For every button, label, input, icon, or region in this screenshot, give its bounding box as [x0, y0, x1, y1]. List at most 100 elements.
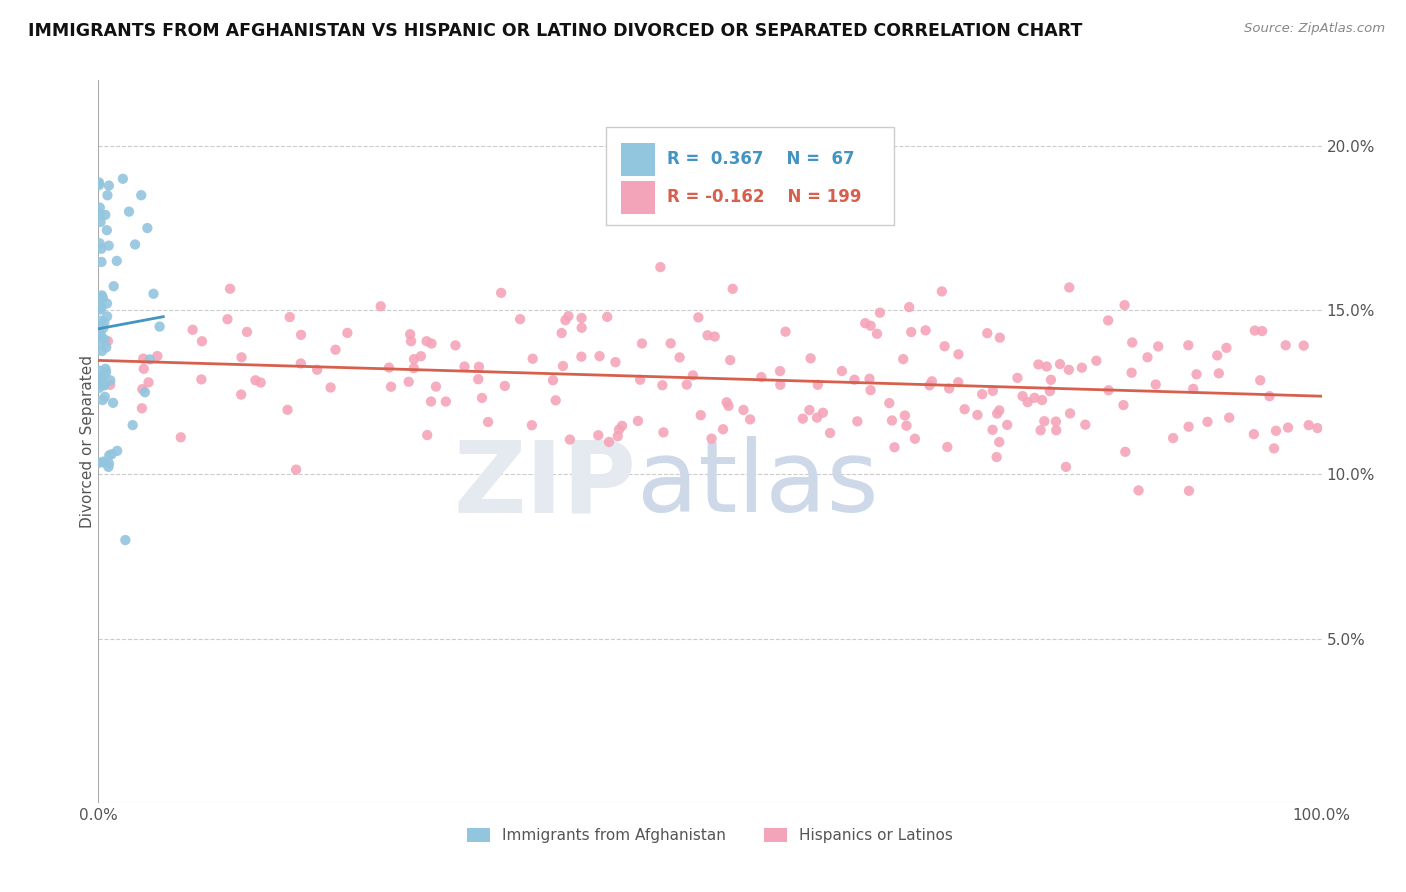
Point — [170, 430, 193, 444]
Text: R = -0.162    N = 199: R = -0.162 N = 199 — [668, 188, 862, 206]
Point — [607, 423, 630, 437]
Point — [93, 316, 115, 330]
Point — [97, 178, 120, 193]
Point — [89, 201, 111, 215]
Point — [1031, 393, 1053, 408]
Point — [91, 369, 114, 384]
Point — [1177, 419, 1199, 434]
Point — [1045, 415, 1067, 429]
Point — [904, 432, 927, 446]
Point — [696, 328, 718, 343]
Point — [631, 336, 654, 351]
Point — [588, 428, 610, 442]
Point — [880, 413, 903, 427]
Point — [370, 299, 392, 313]
Point — [1243, 324, 1265, 338]
Point — [1298, 418, 1320, 433]
Point — [1054, 459, 1077, 474]
Point — [844, 373, 866, 387]
Point — [409, 349, 432, 363]
Point — [934, 339, 956, 353]
Point — [399, 334, 422, 349]
Point — [651, 378, 673, 392]
Point — [146, 349, 169, 363]
Point — [1263, 442, 1285, 456]
Point — [134, 385, 156, 400]
Point — [121, 418, 143, 433]
Point — [806, 410, 828, 425]
Point — [606, 429, 628, 443]
Point — [325, 343, 347, 357]
Point — [898, 300, 921, 314]
Point — [98, 373, 121, 387]
Point — [769, 377, 792, 392]
Point — [90, 242, 112, 256]
Point — [467, 372, 489, 386]
Point — [628, 373, 651, 387]
Point — [290, 356, 312, 370]
Point — [688, 310, 710, 325]
Point — [859, 318, 882, 333]
Point — [1136, 351, 1159, 365]
Point — [596, 310, 619, 324]
Point — [721, 282, 744, 296]
Point — [97, 334, 120, 348]
Point — [132, 351, 155, 366]
Point — [285, 462, 308, 476]
Point — [94, 208, 117, 222]
Point — [444, 338, 467, 352]
Point — [718, 353, 741, 368]
Point — [981, 423, 1004, 437]
Point — [90, 314, 112, 328]
Point — [1178, 483, 1201, 498]
Point — [900, 325, 922, 339]
Point — [98, 377, 121, 392]
Point — [1144, 377, 1167, 392]
Point — [1114, 298, 1136, 312]
Point — [981, 384, 1004, 398]
Point — [1161, 431, 1184, 445]
Point — [610, 418, 633, 433]
Point — [571, 311, 593, 326]
Point — [740, 412, 762, 426]
Point — [319, 380, 342, 394]
Point — [416, 428, 439, 442]
Point — [1114, 444, 1136, 458]
Point — [1128, 483, 1150, 498]
Point — [896, 418, 918, 433]
Point — [93, 378, 115, 392]
Point — [336, 326, 359, 340]
Point — [936, 440, 959, 454]
Point — [988, 403, 1011, 417]
Point — [1206, 348, 1229, 362]
Point — [425, 379, 447, 393]
Point — [87, 294, 110, 309]
Point — [307, 363, 329, 377]
Point — [90, 301, 112, 315]
Point — [1277, 420, 1299, 434]
Bar — [606, 128, 893, 225]
Point — [869, 306, 891, 320]
Point — [245, 373, 267, 387]
Point — [831, 364, 853, 378]
Point — [879, 396, 901, 410]
Point — [191, 334, 214, 349]
Point — [775, 325, 797, 339]
Point — [1208, 367, 1230, 381]
Point — [986, 407, 1008, 421]
Point — [675, 377, 697, 392]
Point — [652, 425, 675, 440]
Point — [89, 291, 111, 305]
Point — [1185, 368, 1208, 382]
Point — [1251, 324, 1274, 338]
Point — [716, 395, 738, 409]
Point — [1011, 389, 1033, 403]
Point — [544, 393, 567, 408]
Point — [90, 288, 112, 302]
Point — [97, 457, 120, 471]
Point — [91, 321, 114, 335]
Text: Source: ZipAtlas.com: Source: ZipAtlas.com — [1244, 22, 1385, 36]
Point — [398, 375, 420, 389]
Point — [90, 255, 112, 269]
Point — [711, 422, 734, 436]
